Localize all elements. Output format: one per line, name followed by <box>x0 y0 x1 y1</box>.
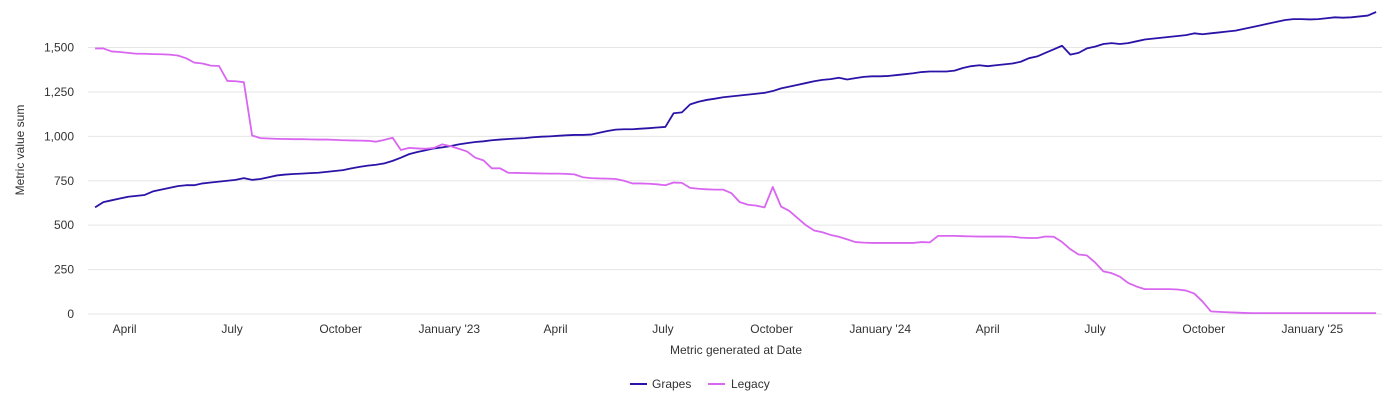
x-axis-title: Metric generated at Date <box>670 343 802 357</box>
x-tick-label: April <box>544 322 568 336</box>
y-axis-title: Metric value sum <box>13 105 27 196</box>
legend-label-grapes: Grapes <box>652 377 691 391</box>
x-tick-label: January '25 <box>1282 322 1344 336</box>
legend-item-legacy[interactable]: Legacy <box>708 377 770 391</box>
y-tick-label: 1,250 <box>44 85 74 99</box>
y-tick-label: 500 <box>54 218 74 232</box>
x-tick-label: October <box>319 322 362 336</box>
x-tick-label: October <box>1182 322 1225 336</box>
x-tick-label: April <box>113 322 137 336</box>
gridlines <box>88 47 1382 315</box>
x-tick-label: January '23 <box>418 322 480 336</box>
x-tick-label: July <box>221 322 242 336</box>
legend-label-legacy: Legacy <box>731 377 770 391</box>
legend-item-grapes[interactable]: Grapes <box>630 377 691 391</box>
x-tick-label: January '24 <box>849 322 911 336</box>
series-line-grapes[interactable] <box>94 11 1377 209</box>
legend: Grapes Legacy <box>630 377 770 391</box>
x-tick-label: October <box>750 322 793 336</box>
series-line-legacy[interactable] <box>95 47 1377 315</box>
y-tick-label: 750 <box>54 174 74 188</box>
y-tick-label: 1,500 <box>44 41 74 55</box>
x-axis-ticks: April July October January '23 April July Octo… <box>113 322 1344 336</box>
series-lines <box>94 11 1377 315</box>
y-tick-label: 250 <box>54 263 74 277</box>
y-axis-ticks: 0 250 500 750 1,000 1,250 1,500 <box>44 41 74 321</box>
y-tick-label: 0 <box>67 307 74 321</box>
x-tick-label: July <box>652 322 673 336</box>
x-tick-label: April <box>976 322 1000 336</box>
x-tick-label: July <box>1084 322 1105 336</box>
y-tick-label: 1,000 <box>44 129 74 143</box>
